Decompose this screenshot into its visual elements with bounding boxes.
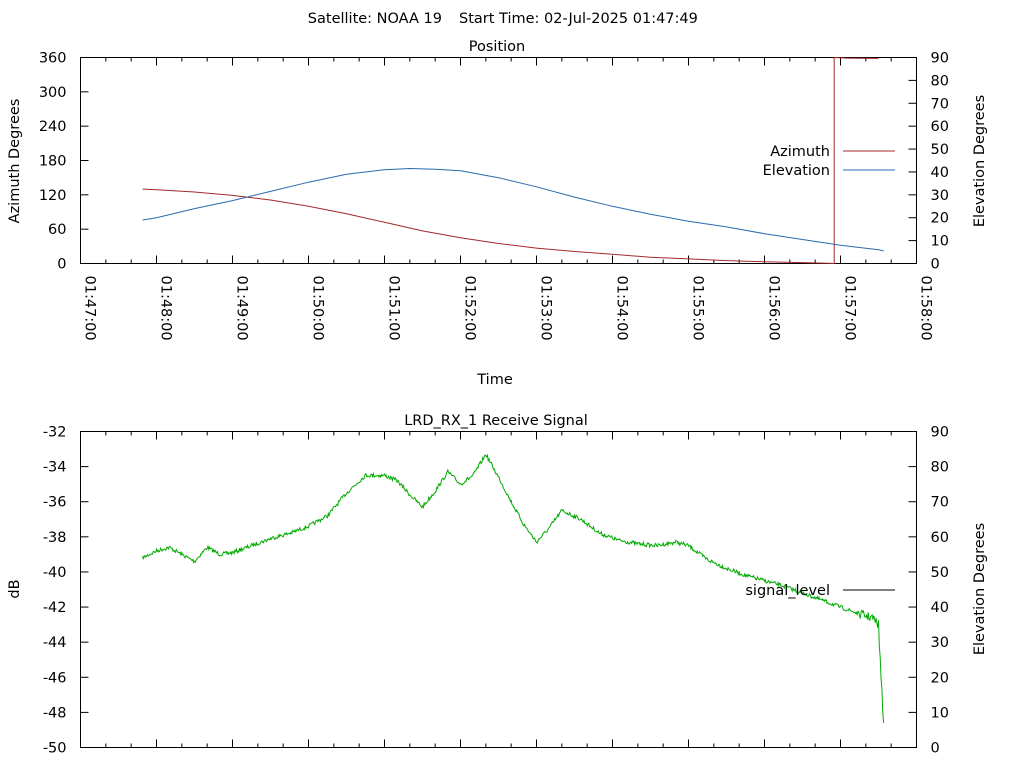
position-y-tick-label: 180 <box>39 154 67 170</box>
position-y2-tick-label: 0 <box>931 257 940 273</box>
signal-chart-frame <box>80 431 917 748</box>
signal-y2-tick-label: 10 <box>931 705 949 721</box>
signal-y2-tick-label: 50 <box>931 565 949 581</box>
signal-y-tick-label: -48 <box>43 705 67 721</box>
signal-chart-legend: signal_level <box>745 583 895 599</box>
position-x-tick-label: 01:47:00 <box>82 276 98 341</box>
legend-label-azimuth: Azimuth <box>770 144 830 160</box>
position-y2-tick-label: 10 <box>931 234 949 250</box>
position-chart-y2label: Elevation Degrees <box>972 95 988 227</box>
position-x-tick-label: 01:48:00 <box>158 276 174 341</box>
position-y-tick-label: 120 <box>39 188 67 204</box>
position-chart-series <box>142 56 884 265</box>
position-y-tick-label: 0 <box>57 257 66 273</box>
series-azimuth <box>142 56 879 265</box>
signal-y2-tick-label: 80 <box>931 460 949 476</box>
signal-y2-tick-label: 30 <box>931 635 949 651</box>
signal-y-tick-label: -40 <box>43 565 67 581</box>
signal-chart-y2label: Elevation Degrees <box>972 523 988 655</box>
position-y2-tick-label: 30 <box>931 188 949 204</box>
position-x-tick-label: 01:53:00 <box>538 276 554 341</box>
position-y-tick-label: 360 <box>39 51 67 67</box>
signal-chart-series <box>142 453 885 723</box>
legend-label-elevation: Elevation <box>763 163 830 179</box>
position-y-tick-label: 240 <box>39 119 67 135</box>
position-chart-axes: 01:47:00 01:48:00 01:49:00 01:50:00 01:51:00… <box>39 51 949 341</box>
signal-chart-ylabel: dB <box>7 579 23 598</box>
position-y-tick-label: 60 <box>48 222 66 238</box>
signal-y-tick-label: -32 <box>43 425 67 441</box>
signal-y2-tick-label: 60 <box>931 530 949 546</box>
signal-y2-tick-label: 0 <box>931 741 940 757</box>
position-y2-tick-label: 20 <box>931 211 949 227</box>
signal-y-tick-label: -38 <box>43 530 67 546</box>
series-elevation <box>142 167 884 252</box>
position-y2-tick-label: 80 <box>931 73 949 89</box>
signal-y-tick-label: -46 <box>43 670 67 686</box>
position-x-tick-label: 01:57:00 <box>842 276 858 341</box>
position-x-tick-label: 01:58:00 <box>918 276 934 341</box>
position-chart-xlabel: Time <box>476 372 513 388</box>
position-chart-ylabel: Azimuth Degrees <box>7 99 23 224</box>
signal-y-tick-label: -36 <box>43 495 67 511</box>
position-y2-tick-label: 60 <box>931 119 949 135</box>
signal-y2-tick-label: 90 <box>931 425 949 441</box>
position-y2-tick-label: 90 <box>931 51 949 67</box>
position-x-tick-label: 01:49:00 <box>234 276 250 341</box>
signal-chart-title: LRD_RX_1 Receive Signal <box>404 413 588 429</box>
signal-y2-tick-label: 70 <box>931 495 949 511</box>
series-signal-level <box>142 453 885 723</box>
position-y2-tick-label: 40 <box>931 165 949 181</box>
signal-y-tick-label: -44 <box>43 635 67 651</box>
signal-chart-axes: -50 -48 -46 -44 -42 -40 -38 -36 -34 -32 0 10 20 30 40 5… <box>43 425 949 757</box>
position-x-tick-label: 01:56:00 <box>766 276 782 341</box>
position-chart-frame <box>80 57 917 264</box>
position-y2-tick-label: 70 <box>931 96 949 112</box>
position-chart-legend: Azimuth Elevation <box>763 144 895 179</box>
position-x-tick-label: 01:51:00 <box>386 276 402 341</box>
start-time: Start Time: 02-Jul-2025 01:47:49 <box>459 11 698 27</box>
signal-y2-tick-label: 20 <box>931 670 949 686</box>
legend-label-signal-level: signal_level <box>745 583 830 599</box>
position-y2-tick-label: 50 <box>931 142 949 158</box>
position-x-tick-label: 01:55:00 <box>690 276 706 341</box>
position-x-tick-label: 01:54:00 <box>614 276 630 341</box>
signal-y-tick-label: -42 <box>43 600 67 616</box>
position-x-tick-label: 01:52:00 <box>462 276 478 341</box>
signal-chart: LRD_RX_1 Receive Signal dB Elevation Deg… <box>7 413 988 757</box>
signal-y-tick-label: -50 <box>43 741 67 757</box>
signal-y2-tick-label: 40 <box>931 600 949 616</box>
position-chart: Position Azimuth Degrees Elevation Degre… <box>7 39 988 388</box>
satellite-name: Satellite: NOAA 19 <box>308 11 442 27</box>
position-chart-title: Position <box>469 39 525 55</box>
position-x-tick-label: 01:50:00 <box>310 276 326 341</box>
position-y-tick-label: 300 <box>39 85 67 101</box>
signal-y-tick-label: -34 <box>43 460 67 476</box>
